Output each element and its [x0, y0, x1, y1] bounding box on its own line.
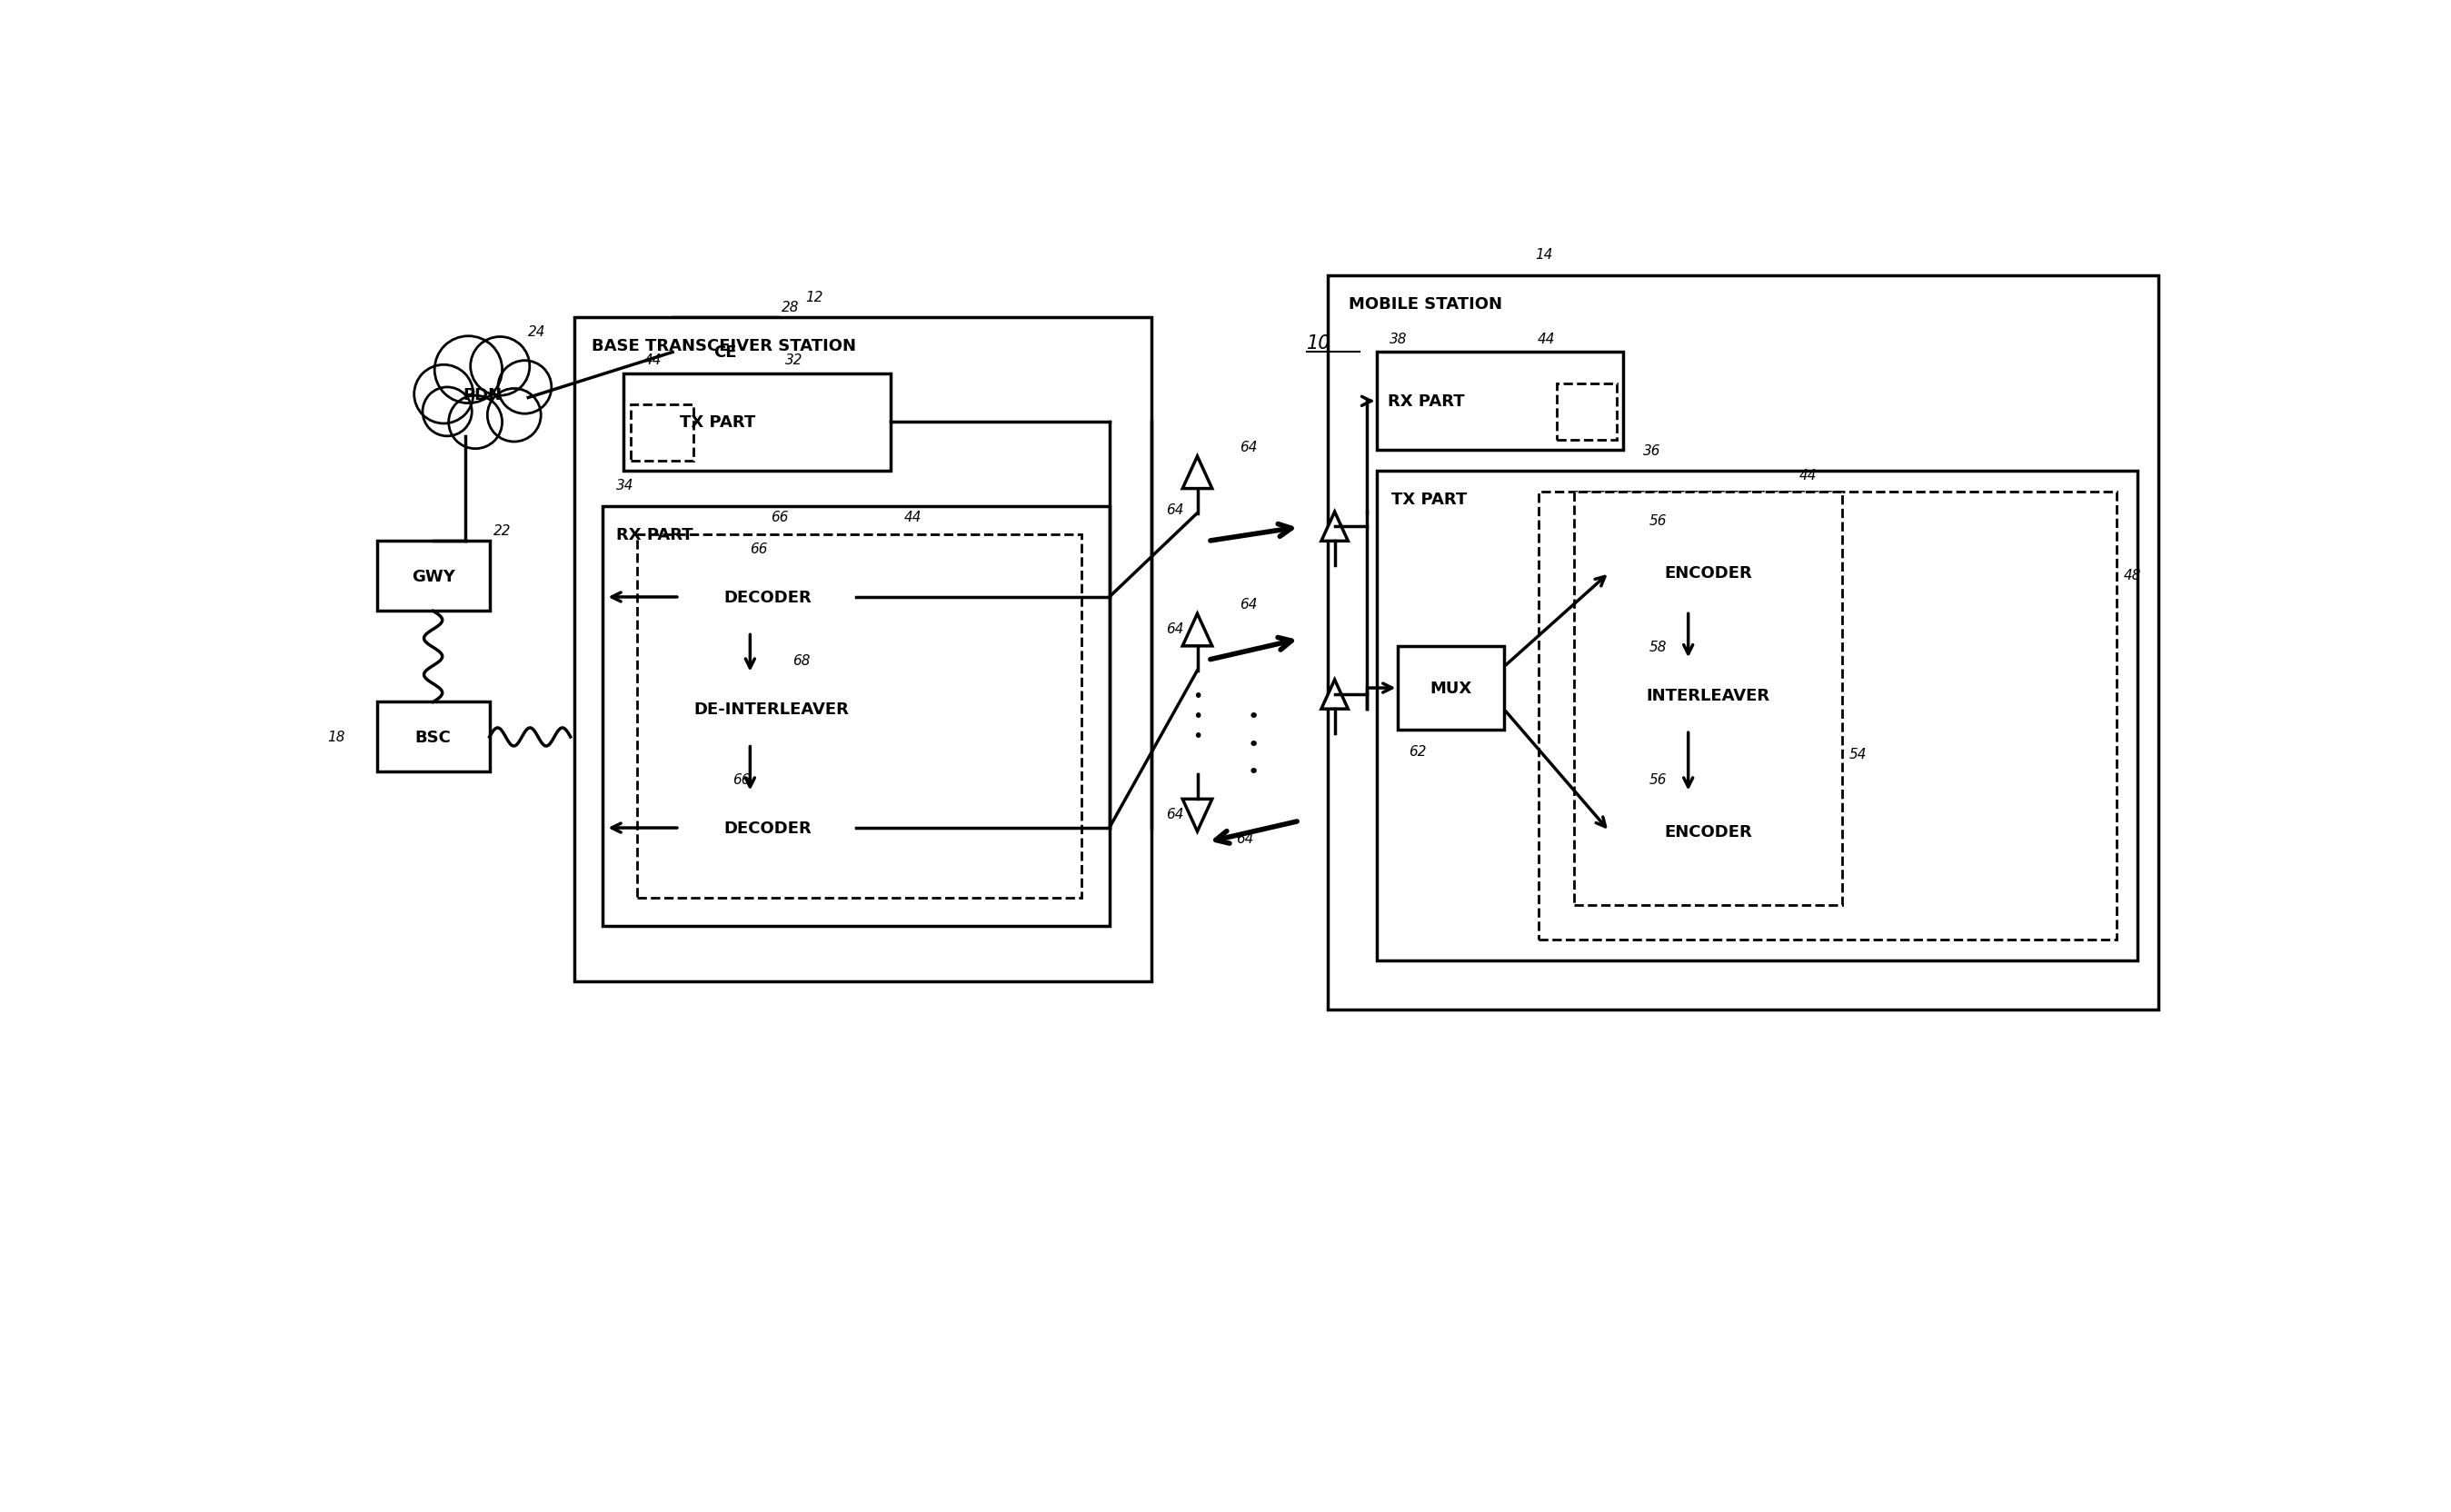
- Polygon shape: [1181, 614, 1213, 647]
- Text: ENCODER: ENCODER: [1664, 565, 1752, 581]
- Text: DE-INTERLEAVER: DE-INTERLEAVER: [694, 702, 848, 718]
- Bar: [630, 405, 694, 461]
- Text: 44: 44: [1799, 469, 1816, 482]
- Text: GWY: GWY: [412, 569, 456, 585]
- Text: 24: 24: [529, 325, 547, 339]
- Text: 64: 64: [1167, 623, 1184, 637]
- Circle shape: [449, 396, 502, 449]
- Text: 66: 66: [770, 511, 789, 525]
- Text: 56: 56: [1650, 514, 1667, 528]
- Text: 10: 10: [1306, 334, 1331, 352]
- Text: RX PART: RX PART: [615, 526, 694, 543]
- Text: •
•
•: • • •: [1191, 688, 1203, 745]
- Text: BSC: BSC: [414, 729, 451, 745]
- Bar: [1539, 493, 2118, 940]
- Text: TX PART: TX PART: [679, 414, 755, 431]
- Text: INTERLEAVER: INTERLEAVER: [1647, 688, 1770, 703]
- Text: 18: 18: [328, 730, 346, 744]
- Polygon shape: [1181, 800, 1213, 832]
- Text: 22: 22: [493, 525, 510, 538]
- Bar: [603, 507, 1110, 927]
- Bar: [637, 535, 1081, 898]
- Bar: [1610, 535, 1806, 611]
- Text: 64: 64: [1235, 832, 1255, 845]
- Text: ENCODER: ENCODER: [1664, 824, 1752, 839]
- Circle shape: [434, 337, 502, 404]
- Text: 44: 44: [645, 354, 662, 367]
- Circle shape: [471, 337, 529, 396]
- Text: 54: 54: [1848, 747, 1868, 761]
- Bar: [672, 318, 779, 387]
- Text: •: •: [1248, 735, 1260, 753]
- Polygon shape: [1321, 680, 1348, 709]
- Text: 32: 32: [784, 354, 804, 367]
- Text: DECODER: DECODER: [723, 590, 811, 606]
- Bar: [679, 562, 855, 632]
- Text: 36: 36: [1642, 445, 1662, 458]
- Text: CE: CE: [713, 345, 738, 361]
- Text: 66: 66: [733, 773, 750, 786]
- Bar: [574, 318, 1152, 983]
- Circle shape: [488, 389, 542, 442]
- Circle shape: [444, 357, 522, 432]
- Text: 48: 48: [2123, 569, 2142, 582]
- Circle shape: [422, 387, 473, 437]
- Text: PDN: PDN: [463, 387, 502, 402]
- Text: 44: 44: [904, 511, 922, 525]
- Bar: [1610, 661, 1806, 730]
- Text: 14: 14: [1534, 248, 1554, 262]
- Polygon shape: [1181, 457, 1213, 488]
- Text: 28: 28: [782, 301, 799, 314]
- Text: MOBILE STATION: MOBILE STATION: [1348, 296, 1502, 311]
- Circle shape: [414, 366, 473, 423]
- Bar: [1377, 472, 2137, 962]
- Bar: [1397, 647, 1505, 730]
- Text: RX PART: RX PART: [1387, 393, 1463, 410]
- Bar: [377, 703, 490, 773]
- Text: 64: 64: [1167, 503, 1184, 517]
- Text: 58: 58: [1650, 640, 1667, 653]
- Bar: [1377, 352, 1623, 451]
- Text: •: •: [1248, 764, 1260, 782]
- Text: 68: 68: [792, 653, 811, 667]
- Text: 34: 34: [615, 479, 635, 493]
- Bar: [1556, 384, 1615, 440]
- Bar: [377, 541, 490, 611]
- Text: 38: 38: [1390, 333, 1407, 346]
- Text: DECODER: DECODER: [723, 820, 811, 836]
- Circle shape: [498, 361, 551, 414]
- Text: •: •: [1248, 708, 1260, 726]
- Text: 66: 66: [750, 541, 767, 555]
- Bar: [679, 794, 855, 863]
- Bar: [623, 373, 892, 472]
- Bar: [1328, 275, 2159, 1010]
- Text: 64: 64: [1240, 440, 1257, 454]
- Bar: [1574, 493, 1841, 906]
- Text: 56: 56: [1650, 773, 1667, 786]
- Text: 64: 64: [1240, 597, 1257, 611]
- Polygon shape: [1321, 513, 1348, 541]
- Text: 64: 64: [1167, 807, 1184, 821]
- Text: MUX: MUX: [1429, 680, 1473, 697]
- Text: 62: 62: [1409, 745, 1426, 759]
- Bar: [667, 674, 877, 744]
- Text: BASE TRANSCEIVER STATION: BASE TRANSCEIVER STATION: [591, 337, 855, 354]
- Text: 44: 44: [1537, 333, 1554, 346]
- Text: 12: 12: [804, 290, 824, 304]
- Text: TX PART: TX PART: [1392, 491, 1466, 508]
- Bar: [1610, 794, 1806, 871]
